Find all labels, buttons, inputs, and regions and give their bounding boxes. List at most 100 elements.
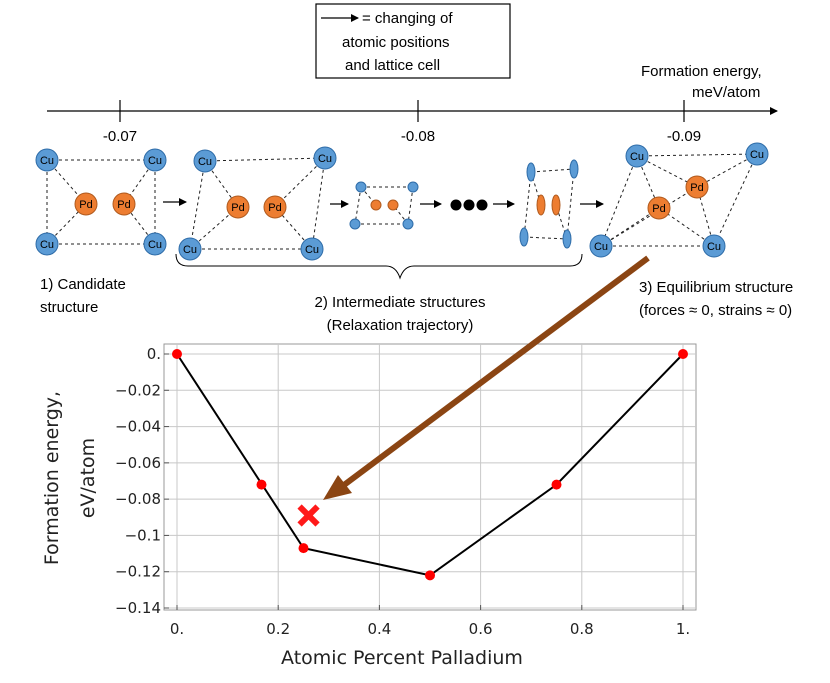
cu-atom: Cu [300, 237, 324, 261]
y-tick-label: −0.08 [115, 490, 161, 508]
cu-atom [519, 227, 529, 247]
intermediate-structure-small [349, 181, 419, 230]
pd-atom: Pd [112, 192, 136, 216]
pd-atom: Pd [226, 195, 250, 219]
pd-atom [551, 194, 561, 216]
candidate-cross-marker [297, 504, 320, 527]
y-tick-label: −0.1 [125, 526, 161, 544]
y-tick-label: −0.06 [115, 454, 161, 472]
y-axis-title-2: eV/atom [77, 438, 99, 518]
svg-text:Cu: Cu [40, 239, 54, 251]
cu-atom [526, 162, 536, 182]
cu-atom: Cu [745, 142, 769, 166]
svg-text:Pd: Pd [79, 199, 92, 211]
energy-axis: Formation energy, meV/atom -0.07 -0.08 -… [47, 63, 778, 145]
svg-text:Pd: Pd [231, 202, 244, 214]
svg-text:Pd: Pd [652, 203, 665, 215]
x-tick-label: 0.4 [367, 620, 391, 638]
cu-atom: Cu [589, 234, 613, 258]
energy-tick-label: -0.08 [401, 128, 435, 145]
intermediate-structure-stretched [519, 159, 579, 249]
formation-energy-chart: 0. 0.2 0.4 0.6 0.8 1. 0. −0.02 −0.04 −0.06 −0.08 −0… [115, 343, 697, 638]
x-tick-label: 0.2 [266, 620, 290, 638]
cu-atom [349, 218, 361, 230]
energy-tick-label: -0.09 [667, 128, 701, 145]
equilibrium-caption-2: (forces ≈ 0, strains ≈ 0) [639, 302, 792, 319]
candidate-caption-2: structure [40, 299, 98, 316]
energy-axis-title-1: Formation energy, [641, 63, 762, 80]
data-point [256, 479, 267, 490]
data-point [551, 479, 562, 490]
intermediate-caption-1: 2) Intermediate structures [315, 294, 486, 311]
pointer-arrow-head-icon [323, 475, 352, 500]
x-tick-label: 0. [170, 620, 184, 638]
cu-atom [402, 218, 414, 230]
intermediate-brace [175, 253, 583, 280]
cu-atom [355, 181, 367, 193]
svg-text:Cu: Cu [40, 155, 54, 167]
data-point [298, 543, 309, 554]
equilibrium-structure: Cu Cu Cu Cu Pd Pd [589, 142, 769, 258]
cu-atom: Cu [143, 232, 167, 256]
plot-frame [163, 343, 697, 611]
pointer-arrow-shaft [342, 255, 650, 488]
x-tick-label: 0.8 [570, 620, 594, 638]
svg-text:Cu: Cu [183, 244, 197, 256]
x-tick-label: 0.6 [469, 620, 493, 638]
cu-atom: Cu [178, 237, 202, 261]
trajectory-pointer-arrow [323, 255, 650, 500]
svg-text:Cu: Cu [750, 149, 764, 161]
ellipsis-icon [450, 199, 488, 211]
pd-atom [387, 199, 399, 211]
pd-atom: Pd [647, 196, 671, 220]
energy-tick-label: -0.07 [103, 128, 137, 145]
y-tick-label: 0. [147, 345, 161, 363]
svg-text:Cu: Cu [305, 244, 319, 256]
data-point [425, 570, 435, 581]
intermediate-structure-1: Cu Cu Cu Cu Pd Pd [178, 146, 337, 261]
svg-text:Pd: Pd [690, 182, 703, 194]
y-tick-label: −0.02 [115, 381, 161, 399]
pd-atom [370, 199, 382, 211]
svg-text:Cu: Cu [707, 241, 721, 253]
cu-atom: Cu [143, 148, 167, 172]
legend-line-1: = changing of [362, 10, 453, 27]
y-tick-label: −0.14 [115, 599, 161, 617]
candidate-structure: Cu Cu Cu Cu Pd Pd [35, 148, 167, 256]
intermediate-caption-2: (Relaxation trajectory) [327, 317, 474, 334]
legend-line-3: and lattice cell [345, 57, 440, 74]
y-tick-label: −0.04 [115, 418, 161, 436]
pd-atom: Pd [685, 175, 709, 199]
cu-atom: Cu [35, 148, 59, 172]
y-axis-title-1: Formation energy, [41, 391, 63, 565]
equilibrium-caption-1: 3) Equilibrium structure [639, 279, 793, 296]
cu-atom: Cu [35, 232, 59, 256]
svg-text:Cu: Cu [318, 153, 332, 165]
cu-atom: Cu [625, 144, 649, 168]
pd-atom: Pd [263, 195, 287, 219]
cu-atom [569, 159, 579, 179]
cu-atom: Cu [193, 149, 217, 173]
energy-axis-title-2: meV/atom [692, 84, 760, 101]
svg-text:Cu: Cu [148, 239, 162, 251]
candidate-caption-1: 1) Candidate [40, 276, 126, 293]
pd-atom [536, 194, 546, 216]
y-tick-label: −0.12 [115, 563, 161, 581]
data-point [172, 349, 182, 359]
svg-text:Pd: Pd [117, 199, 130, 211]
data-point [678, 349, 688, 359]
x-axis-title: Atomic Percent Palladium [281, 647, 523, 669]
svg-text:Cu: Cu [198, 156, 212, 168]
x-tick-label: 1. [676, 620, 690, 638]
svg-text:Cu: Cu [630, 151, 644, 163]
cu-atom: Cu [702, 234, 726, 258]
svg-text:Cu: Cu [148, 155, 162, 167]
svg-text:Pd: Pd [268, 202, 281, 214]
legend-line-2: atomic positions [342, 34, 450, 51]
cu-atom: Cu [313, 146, 337, 170]
cu-atom [407, 181, 419, 193]
svg-text:Cu: Cu [594, 241, 608, 253]
pd-atom: Pd [74, 192, 98, 216]
cu-atom [562, 229, 572, 249]
